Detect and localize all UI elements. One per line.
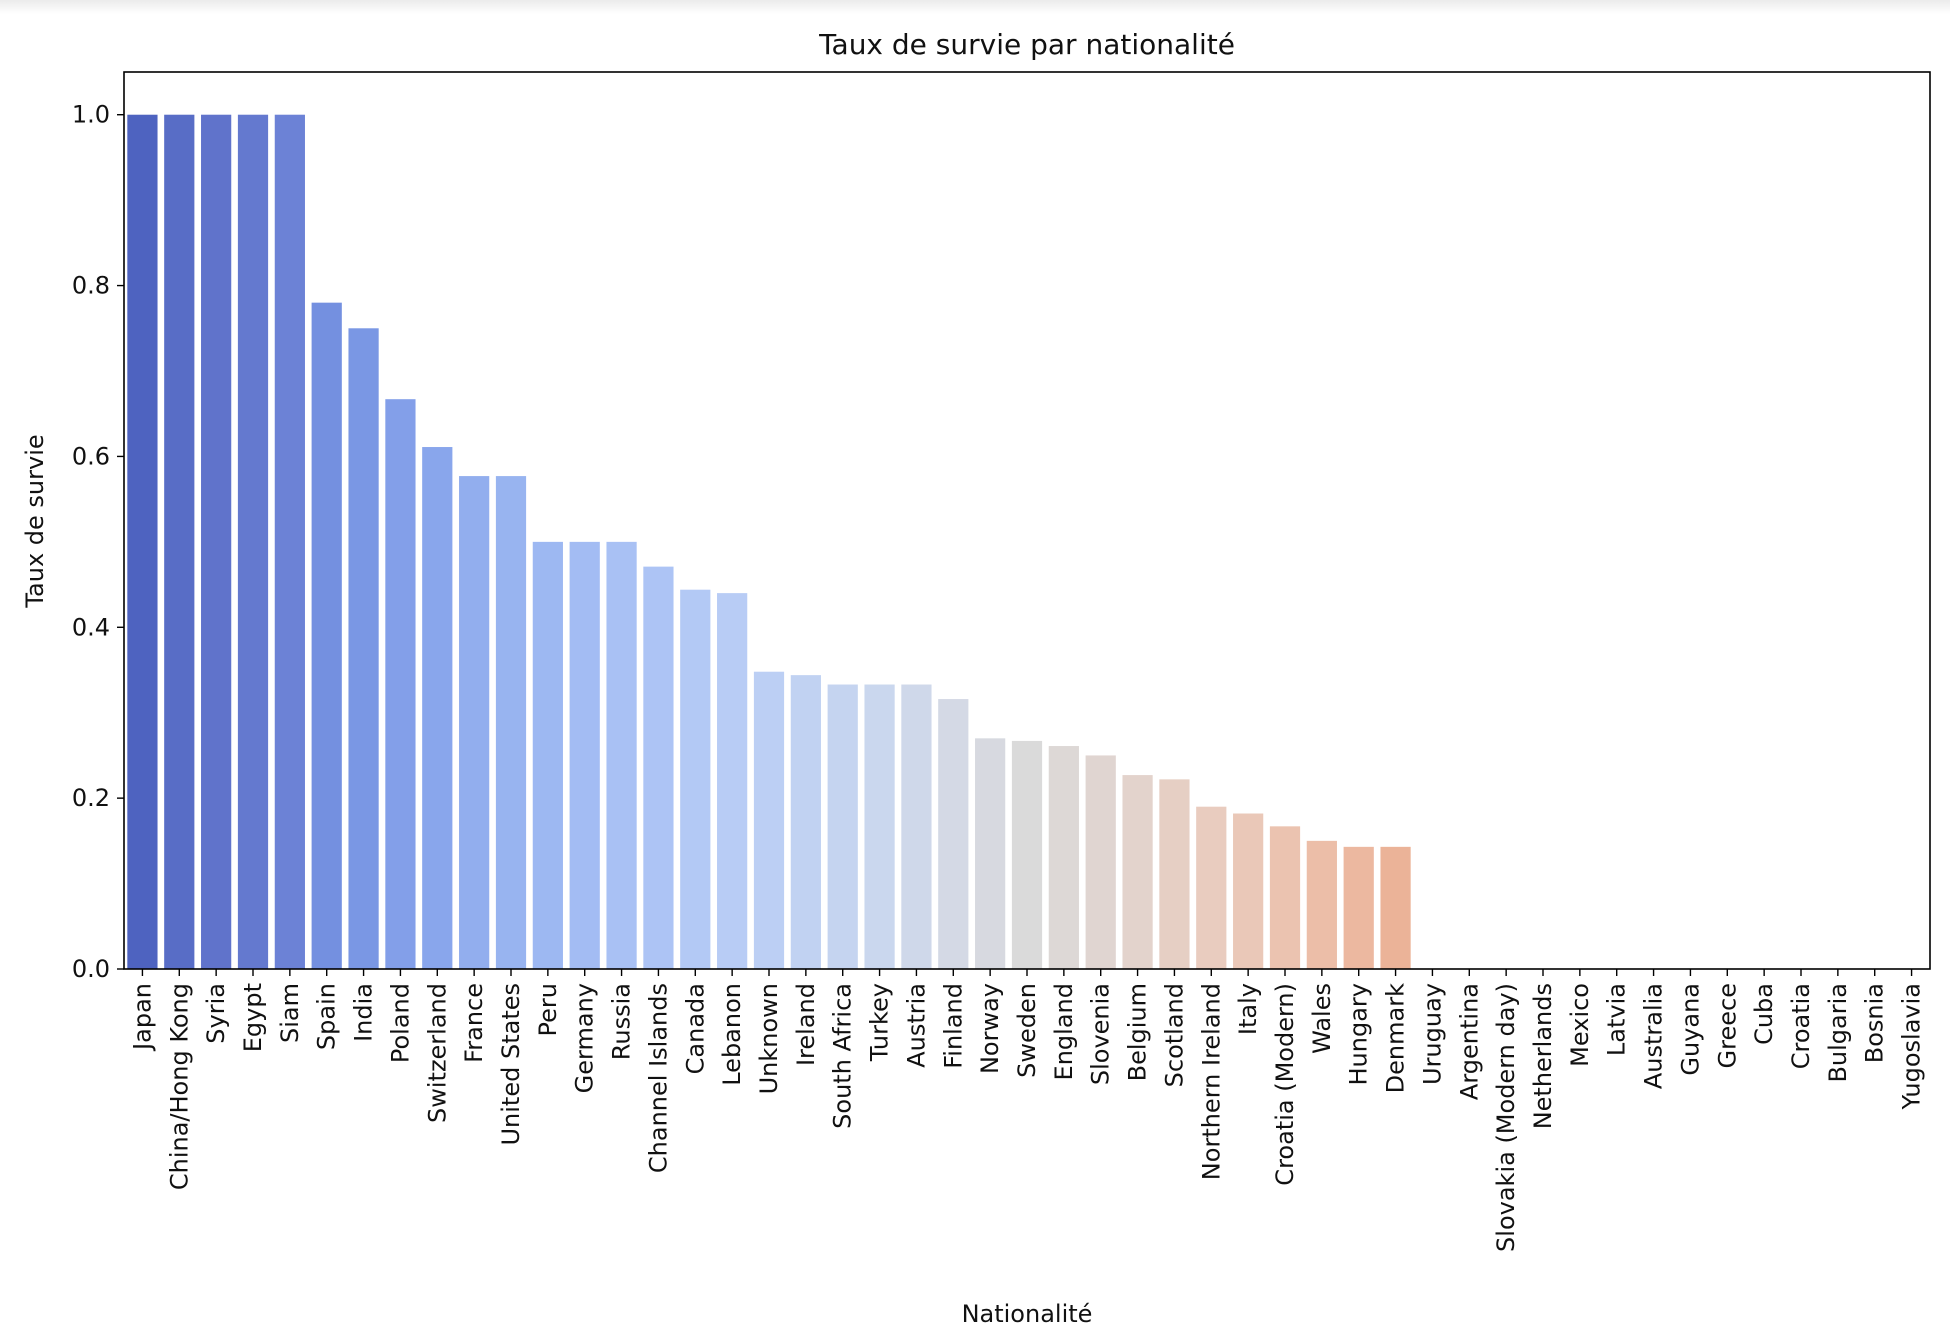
x-tick-label: Canada [681,983,709,1074]
bar-slovenia [1085,755,1116,969]
x-tick-label: Turkey [866,983,894,1062]
bar-united-states [495,476,527,969]
x-tick-label: Cuba [1750,983,1778,1045]
x-tick-label: Peru [534,983,562,1036]
x-tick-label: Sweden [1013,983,1041,1078]
bar-peru [532,541,563,969]
bar-ireland [790,675,821,969]
bar-south-africa [827,684,858,969]
bar-croatia-modern [1269,826,1301,969]
x-tick-label: Norway [976,983,1004,1074]
x-tick-label: Japan [128,983,156,1052]
x-tick-label: Uruguay [1418,983,1446,1085]
bar-finland [938,699,969,969]
x-tick-label: Germany [571,983,599,1093]
x-tick-label: Slovenia [1087,983,1115,1085]
x-tick-label: Channel Islands [644,983,672,1173]
x-tick-label: Switzerland [423,983,451,1123]
x-tick-label: Unknown [755,983,783,1094]
y-tick-label: 0.0 [72,955,110,983]
y-tick-label: 0.2 [72,784,110,812]
x-tick-label: France [460,983,488,1063]
x-tick-label: China/Hong Kong [165,983,193,1190]
x-axis: Japan China/Hong Kong Syria Egypt Siam Spain I… [128,969,1926,1252]
bar-scotland [1159,779,1190,969]
x-tick-label: Syria [202,983,230,1044]
x-tick-label: United States [497,983,525,1146]
x-tick-label: Yugoslavia [1898,983,1926,1111]
bar-egypt [237,114,269,969]
x-tick-label: England [1050,983,1078,1080]
y-tick-label: 0.6 [72,442,110,470]
x-tick-label: Slovakia (Modern day) [1492,983,1520,1252]
bar-austria [901,684,932,969]
x-tick-label: Croatia (Modern) [1271,983,1299,1186]
x-tick-label: Croatia [1787,983,1815,1069]
bar-hungary [1343,846,1374,969]
y-tick-label: 0.4 [72,613,110,641]
x-tick-label: Siam [276,983,304,1043]
x-tick-label: Hungary [1345,983,1373,1085]
x-tick-label: Belgium [1124,983,1152,1081]
x-tick-label: Finland [939,983,967,1069]
x-tick-label: Egypt [239,983,267,1052]
bar-siam [274,114,305,969]
bar-belgium [1122,775,1153,969]
bars-group [127,114,1411,969]
x-tick-label: Italy [1234,983,1262,1035]
bar-france [459,476,490,969]
x-tick-label: Latvia [1603,983,1631,1056]
y-axis-label: Taux de survie [21,434,49,608]
bar-china-hong-kong [164,114,195,969]
x-tick-label: Russia [608,983,636,1060]
bar-norway [975,738,1006,969]
bar-turkey [864,684,895,969]
y-tick-label: 1.0 [72,101,110,129]
x-tick-label: Lebanon [718,983,746,1086]
x-tick-label: Ireland [792,983,820,1066]
bar-syria [201,114,232,969]
x-tick-label: Australia [1640,983,1668,1089]
bar-sweden [1011,740,1043,969]
x-tick-label: Spain [313,983,341,1050]
x-tick-label: Scotland [1160,983,1188,1087]
bar-unknown [753,671,785,969]
x-tick-label: Austria [902,983,930,1068]
x-tick-label: Mexico [1566,983,1594,1067]
x-tick-label: India [350,983,378,1042]
bar-wales [1306,840,1337,969]
x-tick-label: Netherlands [1529,983,1557,1129]
y-tick-label: 0.8 [72,272,110,300]
x-tick-label: Bosnia [1861,983,1889,1063]
window-top-shade [0,0,1950,14]
bar-channel-islands [643,566,674,969]
bar-spain [311,302,342,969]
y-axis: 0.0 0.2 0.4 0.6 0.8 1.0 [72,101,124,983]
bar-germany [569,541,600,969]
x-tick-label: South Africa [829,983,857,1129]
bar-italy [1233,813,1264,969]
bar-russia [606,541,637,969]
x-tick-label: Poland [386,983,414,1063]
x-tick-label: Greece [1713,983,1741,1068]
bar-japan [127,114,158,969]
bar-poland [385,399,416,969]
x-tick-label: Denmark [1382,983,1410,1093]
bar-lebanon [717,593,748,969]
x-tick-label: Northern Ireland [1197,983,1225,1180]
bar-england [1048,746,1079,969]
chart-title: Taux de survie par nationalité [818,28,1235,61]
x-axis-label: Nationalité [962,1300,1093,1328]
bar-switzerland [422,447,453,969]
x-tick-label: Bulgaria [1824,983,1852,1083]
bar-india [348,328,379,969]
x-tick-label: Argentina [1455,983,1483,1100]
x-tick-label: Guyana [1676,983,1704,1076]
bar-northern-ireland [1196,806,1227,969]
bar-canada [680,589,711,969]
bar-denmark [1380,846,1411,969]
x-tick-label: Wales [1308,983,1336,1054]
